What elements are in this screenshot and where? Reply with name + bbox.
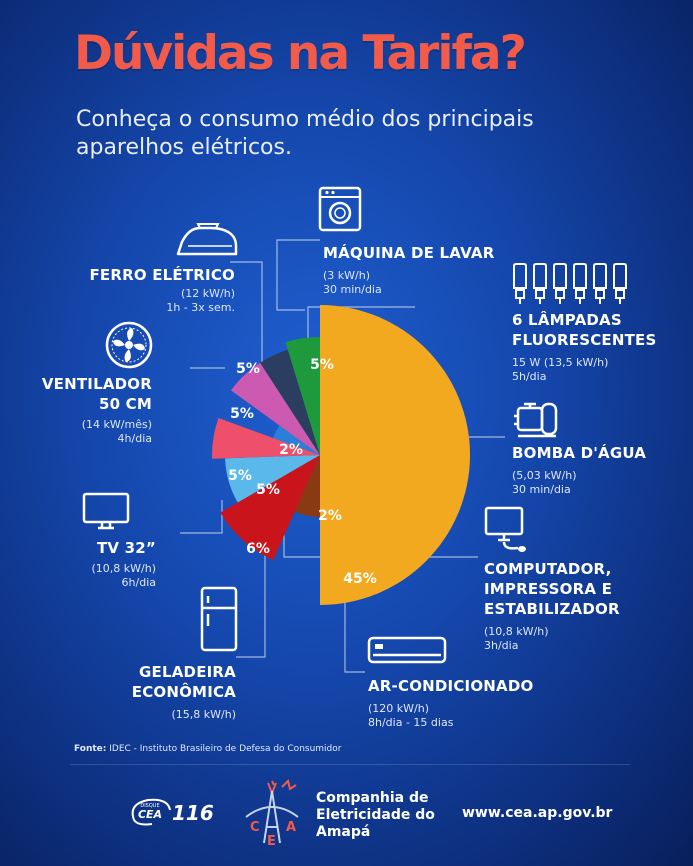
label-bomba-line2: 30 min/dia <box>512 483 571 496</box>
pie-label-bomba: 5% <box>228 468 252 484</box>
pie-label-maquina: 5% <box>310 357 334 373</box>
label-geladeira: GELADEIRA ECONÔMICA (15,8 kW/h) <box>100 662 236 722</box>
pie-slice-computador <box>294 455 320 517</box>
pie-label-ferro: 5% <box>236 361 260 377</box>
fan-icon <box>105 321 153 369</box>
label-tv: TV 32” (10,8 kW/h) 6h/dia <box>40 538 157 590</box>
pie-label-tv: 5% <box>256 482 280 498</box>
pie-label-lampadas: 2% <box>279 442 303 458</box>
label-ventilador: VENTILADOR 50 CM (14 kW/mês) 4h/dia <box>30 374 152 446</box>
label-computador-line1: (10,8 kW/h) <box>484 625 549 638</box>
pie-slice-geladeira <box>220 455 320 561</box>
pie-slice-ferro <box>260 349 320 455</box>
fluorescent-lamps-icon <box>513 263 627 304</box>
company-line2: Eletricidade do <box>316 807 435 823</box>
company-line1: Companhia de <box>316 790 429 806</box>
label-tv-name: TV 32” <box>97 539 156 557</box>
cea-company-logo: C E A <box>245 779 299 847</box>
pie-label-ar: 45% <box>343 571 377 587</box>
label-geladeira-name1: GELADEIRA <box>139 663 236 681</box>
label-computador-name2: IMPRESSORA E <box>484 580 613 598</box>
pie-label-geladeira: 6% <box>246 541 270 557</box>
label-ar: AR-CONDICIONADO (120 kW/h) 8h/dia - 15 d… <box>368 676 533 730</box>
logo-letter-c: C <box>250 820 260 835</box>
label-computador: COMPUTADOR, IMPRESSORA E ESTABILIZADOR (… <box>484 559 620 653</box>
pie-slice-labels: 45%2%6%5%5%2%5%5% 5% <box>228 357 377 587</box>
label-ferro-line1: (12 kW/h) <box>180 287 235 300</box>
label-bomba-line1: (5,03 kW/h) <box>512 469 577 482</box>
source-label: Fonte: <box>74 744 107 754</box>
label-computador-line2: 3h/dia <box>484 639 519 652</box>
company-line3: Amapá <box>316 824 371 840</box>
label-geladeira-name2: ECONÔMICA <box>131 683 236 701</box>
pie-slice-ventilador <box>231 362 320 455</box>
disque-label: DISQUE <box>140 803 159 809</box>
refrigerator-icon <box>200 586 238 652</box>
label-tv-line2: 6h/dia <box>121 576 156 589</box>
pie-slices <box>212 305 470 605</box>
label-maquina-line1: (3 kW/h) <box>323 269 371 282</box>
pie-slice-tv <box>225 455 320 503</box>
source-note: Fonte: IDEC - Instituto Brasileiro de De… <box>74 744 341 754</box>
page-title: Dúvidas na Tarifa? <box>74 26 527 81</box>
disque-cea-logo: DISQUE CEA <box>131 798 171 826</box>
label-ar-name: AR-CONDICIONADO <box>368 677 534 695</box>
label-maquina-name: MÁQUINA DE LAVAR <box>323 244 495 262</box>
connector-ferro <box>230 261 263 372</box>
connector-ar <box>344 598 365 673</box>
label-ferro: FERRO ELÉTRICO (12 kW/h) 1h - 3x sem. <box>60 265 235 315</box>
pie-label-computador: 2% <box>318 508 342 524</box>
label-lampadas-name1: 6 LÂMPADAS <box>512 311 622 329</box>
pie-slice-ar <box>320 305 470 605</box>
label-maquina-line2: 30 min/dia <box>323 283 382 296</box>
connector-geladeira <box>236 540 266 658</box>
pie-slice-maquina <box>285 337 320 455</box>
website-link[interactable]: www.cea.ap.gov.br <box>462 805 613 821</box>
label-geladeira-line1: (15,8 kW/h) <box>171 708 237 721</box>
page-subtitle: Conheça o consumo médio dos principais a… <box>76 107 534 160</box>
label-computador-name3: ESTABILIZADOR <box>484 600 620 618</box>
disque-number: 116 <box>172 801 214 825</box>
air-conditioner-icon <box>367 636 447 664</box>
logo-letter-a: A <box>286 820 296 835</box>
iron-icon <box>176 223 238 256</box>
label-ventilador-line2: 4h/dia <box>117 432 152 445</box>
label-lampadas: 6 LÂMPADAS FLUORESCENTES 15 W (13,5 kW/h… <box>512 310 657 384</box>
pie-slice-bomba <box>212 418 320 459</box>
label-lampadas-name2: FLUORESCENTES <box>512 331 657 349</box>
label-ventilador-line1: (14 kW/mês) <box>81 418 152 431</box>
computer-icon <box>484 506 526 552</box>
label-bomba: BOMBA D'ÁGUA (5,03 kW/h) 30 min/dia <box>512 443 646 497</box>
company-name: Companhia de Eletricidade do Amapá <box>316 790 435 841</box>
connector-tv <box>180 500 223 534</box>
connector-maquina <box>276 239 320 311</box>
footer-divider <box>70 764 630 765</box>
label-ar-line1: (120 kW/h) <box>368 702 429 715</box>
source-text: IDEC - Instituto Brasileiro de Defesa do… <box>106 744 342 754</box>
label-ferro-name: FERRO ELÉTRICO <box>89 266 235 284</box>
label-lampadas-line2: 5h/dia <box>512 370 547 383</box>
label-lampadas-line1: 15 W (13,5 kW/h) <box>512 356 609 369</box>
water-pump-icon <box>514 402 558 438</box>
label-bomba-name: BOMBA D'ÁGUA <box>512 444 647 462</box>
pie-slice-lampadas <box>273 425 320 455</box>
label-maquina: MÁQUINA DE LAVAR (3 kW/h) 30 min/dia <box>323 243 494 297</box>
label-computador-name1: COMPUTADOR, <box>484 560 612 578</box>
label-tv-line1: (10,8 kW/h) <box>91 562 157 575</box>
logo-letter-e: E <box>267 834 276 847</box>
label-ar-line2: 8h/dia - 15 dias <box>368 716 454 729</box>
pie-label-ventilador: 5% <box>230 406 254 422</box>
disque-brand: CEA <box>138 808 162 821</box>
label-ventilador-name1: VENTILADOR <box>41 375 152 393</box>
label-ferro-line2: 1h - 3x sem. <box>166 301 235 314</box>
label-ventilador-name2: 50 CM <box>98 395 152 413</box>
tv-icon <box>82 492 130 530</box>
washing-machine-icon <box>318 186 362 232</box>
